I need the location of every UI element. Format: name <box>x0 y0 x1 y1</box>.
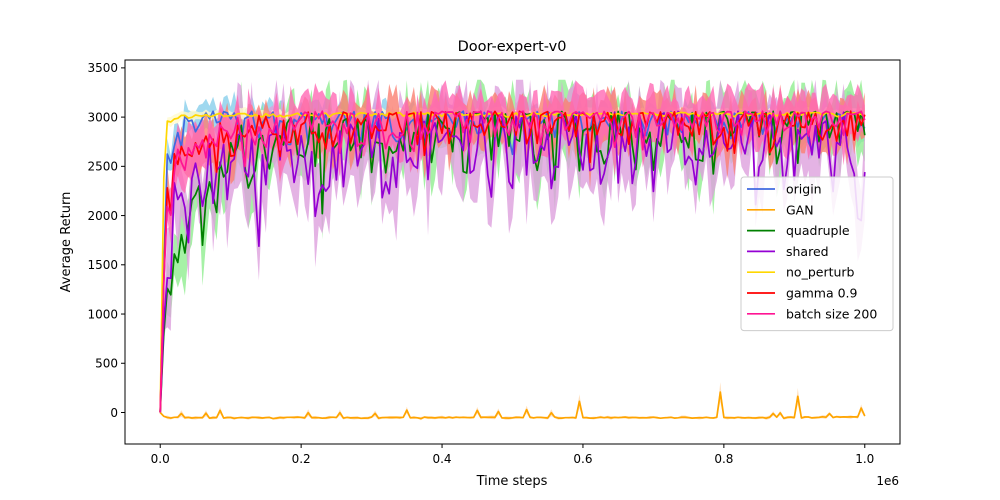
legend-label: quadruple <box>786 223 850 238</box>
legend-label: GAN <box>786 202 814 217</box>
y-tick-label: 3000 <box>87 110 118 124</box>
y-axis-label: Average Return <box>59 192 74 293</box>
line-gamma-0-9 <box>159 110 866 413</box>
x-tick-label: 0.2 <box>292 452 311 466</box>
chart-title: Door-expert-v0 <box>458 39 567 55</box>
y-axis: 0 500 1000 1500 2000 2500 3000 3500 <box>87 61 125 420</box>
y-tick-label: 500 <box>95 357 118 371</box>
y-tick-label: 1500 <box>87 258 118 272</box>
x-tick-label: 0.8 <box>714 452 733 466</box>
line-batch-size-200 <box>159 110 866 413</box>
x-tick-label: 1.0 <box>855 452 874 466</box>
line-gan <box>159 391 866 420</box>
legend-label: no_perturb <box>786 265 855 280</box>
y-tick-label: 2500 <box>87 160 118 174</box>
series-lines <box>159 110 866 420</box>
legend-label: batch size 200 <box>786 306 877 321</box>
x-axis: 0.0 0.2 0.4 0.6 0.8 1.0 <box>151 444 874 466</box>
legend: origin GAN quadruple shared no_perturbgamma … <box>740 176 894 332</box>
y-tick-label: 2000 <box>87 209 118 223</box>
y-tick-label: 0 <box>110 406 118 420</box>
plot-frame <box>124 59 901 445</box>
x-tick-label: 0.6 <box>573 452 592 466</box>
legend-box <box>740 176 894 332</box>
legend-label: origin <box>786 182 822 197</box>
band-shared <box>160 79 865 413</box>
y-tick-label: 1000 <box>87 307 118 321</box>
x-axis-label: Time steps <box>476 474 548 489</box>
x-tick-label: 0.4 <box>432 452 451 466</box>
x-tick-label: 0.0 <box>151 452 170 466</box>
legend-label: shared <box>786 244 829 259</box>
x-axis-scale-label: 1e6 <box>876 474 899 488</box>
legend-label: gamma 0.9 <box>786 286 858 301</box>
y-tick-label: 3500 <box>87 61 118 75</box>
